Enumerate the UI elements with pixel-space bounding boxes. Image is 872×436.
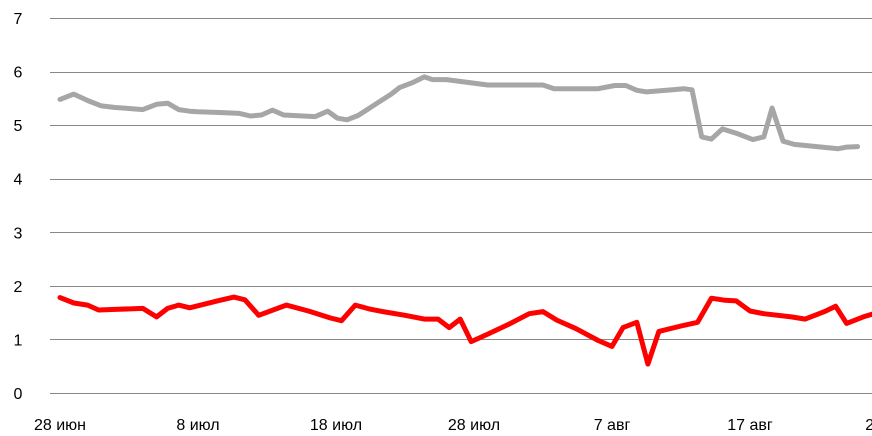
gridlines — [50, 18, 872, 394]
x-tick-label: 17 авг — [727, 417, 773, 434]
series-lines — [57, 74, 872, 367]
y-tick-label: 7 — [14, 11, 23, 28]
x-tick-label: 7 авг — [594, 417, 631, 434]
y-tick-label: 6 — [14, 65, 23, 82]
series-line-2 — [57, 294, 872, 367]
x-tick-label: 27 авг — [865, 417, 872, 434]
y-axis-tick-labels: 0 1 2 3 4 5 6 7 — [14, 11, 23, 403]
x-tick-label: 28 июн — [34, 417, 86, 434]
y-tick-label: 5 — [14, 118, 23, 135]
x-tick-label: 18 июл — [310, 417, 362, 434]
x-tick-label: 28 июл — [448, 417, 500, 434]
series-line-1 — [57, 74, 861, 152]
y-tick-label: 1 — [14, 332, 23, 349]
y-tick-label: 4 — [14, 172, 23, 189]
x-tick-label: 8 июл — [176, 417, 219, 434]
y-tick-label: 0 — [14, 386, 23, 403]
y-tick-label: 2 — [14, 279, 23, 296]
x-axis-tick-labels: 28 июн 8 июл 18 июл 28 июл 7 авг 17 авг 27 авг — [34, 417, 872, 434]
y-tick-label: 3 — [14, 225, 23, 242]
